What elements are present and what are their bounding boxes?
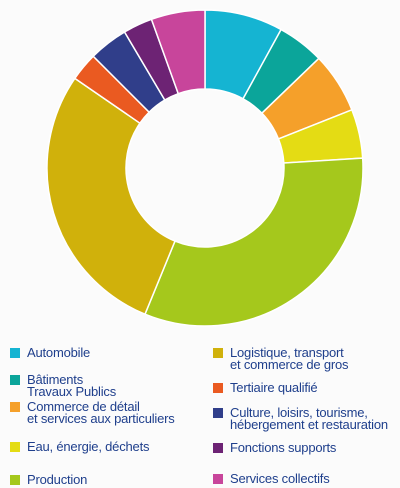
legend-label: Automobile	[27, 345, 91, 360]
donut-slice	[46, 77, 176, 316]
legend-label: Tertiaire qualifié	[230, 380, 318, 395]
legend-label: Fonctions supports	[230, 440, 337, 455]
legend-label: Services collectifs	[230, 471, 330, 486]
legend-swatch	[10, 442, 20, 452]
legend-swatch	[10, 348, 20, 358]
legend-item: Production	[10, 472, 88, 487]
legend-swatch	[213, 383, 223, 393]
donut-chart-svg	[46, 9, 364, 327]
legend-label: Culture, loisirs, tourisme, hébergement …	[230, 405, 388, 432]
legend-item: Fonctions supports	[213, 440, 337, 455]
legend-swatch	[10, 375, 20, 385]
legend-label: Bâtiments Travaux Publics	[27, 372, 116, 399]
legend-item: Logistique, transport et commerce de gro…	[213, 345, 349, 372]
legend-label: Eau, énergie, déchets	[27, 439, 150, 454]
legend-item: Services collectifs	[213, 471, 330, 486]
legend-item: Bâtiments Travaux Publics	[10, 372, 116, 399]
legend-item: Culture, loisirs, tourisme, hébergement …	[213, 405, 388, 432]
legend-swatch	[213, 348, 223, 358]
legend-swatch	[10, 402, 20, 412]
donut-slice	[150, 9, 206, 95]
legend-item: Commerce de détail et services aux parti…	[10, 399, 175, 426]
legend-label: Logistique, transport et commerce de gro…	[230, 345, 349, 372]
legend-label: Commerce de détail et services aux parti…	[27, 399, 175, 426]
legend-swatch	[10, 475, 20, 485]
legend-item: Automobile	[10, 345, 91, 360]
legend-swatch	[213, 408, 223, 418]
donut-chart	[46, 9, 364, 327]
legend-item: Eau, énergie, déchets	[10, 439, 150, 454]
legend-item: Tertiaire qualifié	[213, 380, 318, 395]
donut-slice	[144, 157, 364, 327]
legend-swatch	[213, 443, 223, 453]
legend-label: Production	[27, 472, 88, 487]
legend-swatch	[213, 474, 223, 484]
